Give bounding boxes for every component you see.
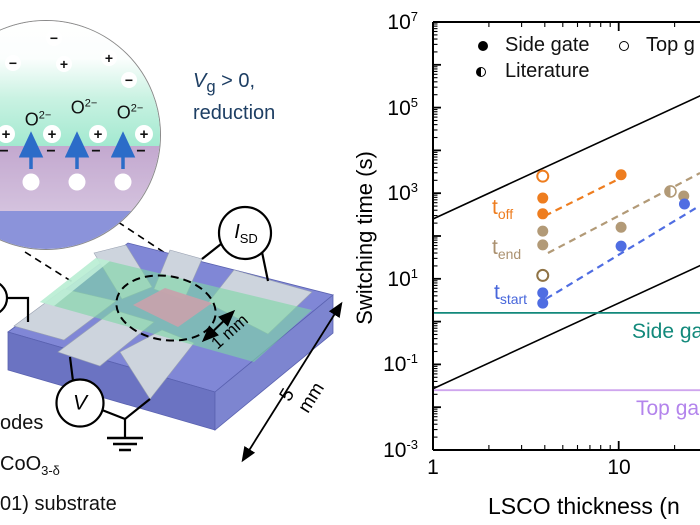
liquid-ion: + — [56, 56, 72, 72]
surface-anion: − — [0, 143, 9, 160]
liquid-ion: − — [121, 72, 137, 88]
t_end-side-gate-point — [678, 190, 690, 202]
t_start-side-gate-point — [678, 198, 690, 210]
oxygen-ion-label: O2− — [24, 109, 52, 130]
channel-dim-arrow — [201, 309, 236, 343]
interface-cation: + — [135, 125, 153, 143]
trend-line — [544, 176, 622, 217]
t_off-side-gate-point — [537, 192, 549, 204]
isd-lead-right — [260, 251, 270, 282]
caption-electrodes: odes — [0, 412, 44, 434]
gate-condition-line2: reduction — [193, 102, 276, 124]
isd-lead-left — [201, 243, 222, 260]
interface-cation: + — [89, 125, 107, 143]
gate-condition-label: Vg > 0, reduction — [193, 68, 313, 126]
voltmeter-lead-top — [68, 356, 75, 382]
liquid-ion: + — [101, 50, 117, 66]
interface-inset-circle: −−++−++++−−−−O2−O2−O2−O2− — [0, 20, 161, 250]
device-drawing — [0, 205, 343, 463]
oxygen-vacancy — [114, 173, 132, 191]
inset-substrate-region — [0, 211, 160, 249]
oxygen-ion-label: O2− — [70, 97, 98, 118]
interface-cation: + — [43, 125, 61, 143]
interface-cation: + — [0, 125, 15, 143]
trend-line — [545, 205, 700, 300]
voltmeter-lead-right — [101, 408, 126, 421]
t_off-top-gate-point — [536, 169, 550, 183]
vg-variable: V — [193, 70, 207, 92]
surface-anion: − — [46, 143, 56, 160]
reference-line — [432, 264, 700, 390]
gate-source-circle — [0, 282, 9, 314]
oxygen-migration-graphics — [18, 131, 136, 191]
t_start-side-gate-point — [615, 240, 627, 252]
t_end-side-gate-point — [537, 239, 549, 251]
substrate-dim-arrow — [241, 301, 343, 463]
surface-anion: − — [136, 143, 146, 160]
surface-anion: − — [91, 143, 101, 160]
current-meter-circle — [217, 205, 273, 261]
voltmeter-circle — [55, 378, 105, 428]
t_end-side-gate-point — [615, 221, 627, 233]
caption-film: CoO3-δ — [0, 453, 60, 478]
trend-line — [547, 172, 700, 255]
oxygen-vacancy — [22, 173, 40, 191]
oxygen-ion-label: O2− — [116, 102, 144, 123]
t_start-side-gate-point — [537, 297, 549, 309]
current-meter-label: ISD — [234, 221, 258, 246]
ion-gel-edge-highlight — [40, 258, 110, 306]
liquid-ion: − — [5, 55, 21, 71]
t_off-side-gate-point — [615, 169, 627, 181]
t_end-literature-point — [664, 185, 671, 197]
ground-wire — [123, 398, 151, 437]
voltmeter-label: V — [72, 391, 88, 415]
reference-line — [432, 95, 700, 220]
t_end-side-gate-point — [537, 225, 549, 237]
switching-time-plot — [432, 21, 700, 451]
t_off-side-gate-point — [537, 208, 549, 220]
liquid-ion: − — [46, 30, 62, 46]
device-schematic-panel: −−++−++++−−−−O2−O2−O2−O2− Vg > 0, reduct… — [0, 20, 343, 515]
ground-symbol — [107, 436, 143, 452]
oxygen-vacancy — [68, 173, 86, 191]
gate-source-wire — [7, 296, 30, 322]
caption-substrate: 01) substrate — [0, 493, 117, 515]
t_start-side-gate-point — [537, 287, 549, 299]
t_end-top-gate-point — [536, 268, 550, 282]
gated-film-square — [133, 288, 212, 327]
